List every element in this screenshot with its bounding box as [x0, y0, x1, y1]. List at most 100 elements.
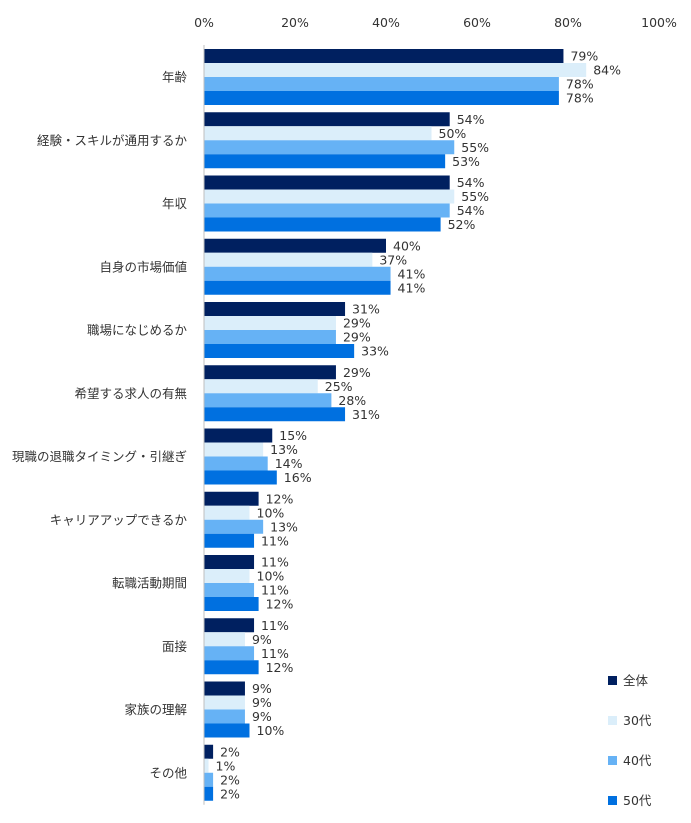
bar [204, 330, 336, 344]
legend-label: 全体 [623, 673, 649, 688]
category-label: 自身の市場価値 [99, 259, 187, 274]
data-label: 9% [252, 695, 272, 710]
x-tick-label: 80% [554, 15, 582, 30]
bar [204, 140, 455, 155]
bar-group [204, 428, 277, 485]
data-label: 15% [279, 428, 307, 443]
bar [204, 266, 391, 281]
data-label: 54% [457, 175, 485, 190]
data-label: 12% [266, 597, 294, 612]
data-label: 2% [220, 786, 240, 801]
bar [204, 786, 214, 801]
data-label: 41% [398, 266, 426, 281]
data-label: 53% [452, 154, 480, 169]
category-label: 面接 [162, 639, 188, 654]
category-label: その他 [149, 765, 187, 780]
bar [204, 49, 564, 63]
bar [204, 217, 441, 232]
bar [204, 344, 355, 358]
bar-group [204, 112, 455, 169]
bar [204, 407, 346, 422]
legend-swatch [608, 756, 617, 765]
legend-label: 30代 [623, 713, 652, 728]
bar [204, 618, 255, 633]
bar [204, 744, 214, 759]
data-label: 41% [398, 280, 426, 295]
bar-group [204, 175, 455, 232]
data-label: 9% [252, 681, 272, 696]
data-label: 9% [252, 632, 272, 647]
bar [204, 583, 255, 597]
legend-item: 50代 [608, 793, 652, 808]
data-label: 12% [266, 491, 294, 506]
data-label: 13% [270, 442, 298, 457]
category-label: 年収 [162, 196, 188, 211]
bar [204, 238, 386, 253]
bar [204, 428, 273, 443]
bar [204, 758, 209, 773]
legend-swatch [608, 796, 617, 805]
bar [204, 555, 255, 569]
category-label: キャリアアップできるか [50, 512, 188, 527]
data-label: 55% [461, 189, 489, 204]
data-label: 29% [343, 316, 371, 331]
data-label: 79% [570, 49, 598, 64]
data-label: 11% [261, 618, 289, 633]
bar [204, 470, 277, 485]
data-label: 31% [352, 302, 380, 317]
bar [204, 597, 259, 611]
bar [204, 175, 450, 190]
data-label: 10% [257, 569, 285, 584]
bar [204, 379, 318, 394]
data-label: 2% [220, 744, 240, 759]
data-label: 78% [566, 91, 594, 106]
bar-group [204, 302, 355, 358]
data-label: 78% [566, 77, 594, 92]
legend: 全体 30代 40代 50代 [608, 673, 652, 808]
data-label: 11% [261, 646, 289, 661]
bar-group [204, 744, 214, 801]
bar-group [204, 365, 346, 422]
bar [204, 280, 391, 295]
bar [204, 772, 214, 787]
data-label: 10% [257, 505, 285, 520]
category-label: 経験・スキルが通用するか [37, 133, 188, 148]
bar-group [204, 681, 250, 738]
legend-item: 30代 [608, 713, 652, 728]
bar [204, 519, 264, 534]
bar [204, 646, 255, 661]
data-label: 40% [393, 238, 421, 253]
bar [204, 189, 455, 204]
bar [204, 723, 250, 738]
bar [204, 681, 245, 696]
bar [204, 203, 450, 218]
legend-item: 40代 [608, 753, 652, 768]
data-label: 11% [261, 555, 289, 570]
data-label: 50% [439, 126, 467, 141]
bar [204, 63, 587, 77]
bar [204, 505, 250, 520]
bar [204, 365, 336, 380]
bar [204, 632, 245, 647]
data-labels: 79%84%78%78%54%50%55%53%54%55%54%52%40%3… [216, 49, 622, 802]
data-label: 14% [275, 456, 303, 471]
data-label: 28% [338, 393, 366, 408]
bar [204, 252, 373, 267]
x-tick-label: 0% [194, 15, 214, 30]
data-label: 10% [257, 723, 285, 738]
bar [204, 491, 259, 506]
x-axis-ticks: 0% 20% 40% 60% 80% 100% [194, 15, 677, 30]
bar [204, 316, 336, 330]
bar [204, 77, 559, 91]
bar-group [204, 618, 259, 675]
legend-label: 50代 [623, 793, 652, 808]
bar [204, 533, 255, 548]
legend-label: 40代 [623, 753, 652, 768]
bar [204, 442, 264, 457]
bar-groups [204, 49, 587, 801]
data-label: 1% [216, 758, 236, 773]
category-label: 職場になじめるか [87, 323, 188, 338]
data-label: 25% [325, 379, 353, 394]
bar [204, 456, 268, 471]
